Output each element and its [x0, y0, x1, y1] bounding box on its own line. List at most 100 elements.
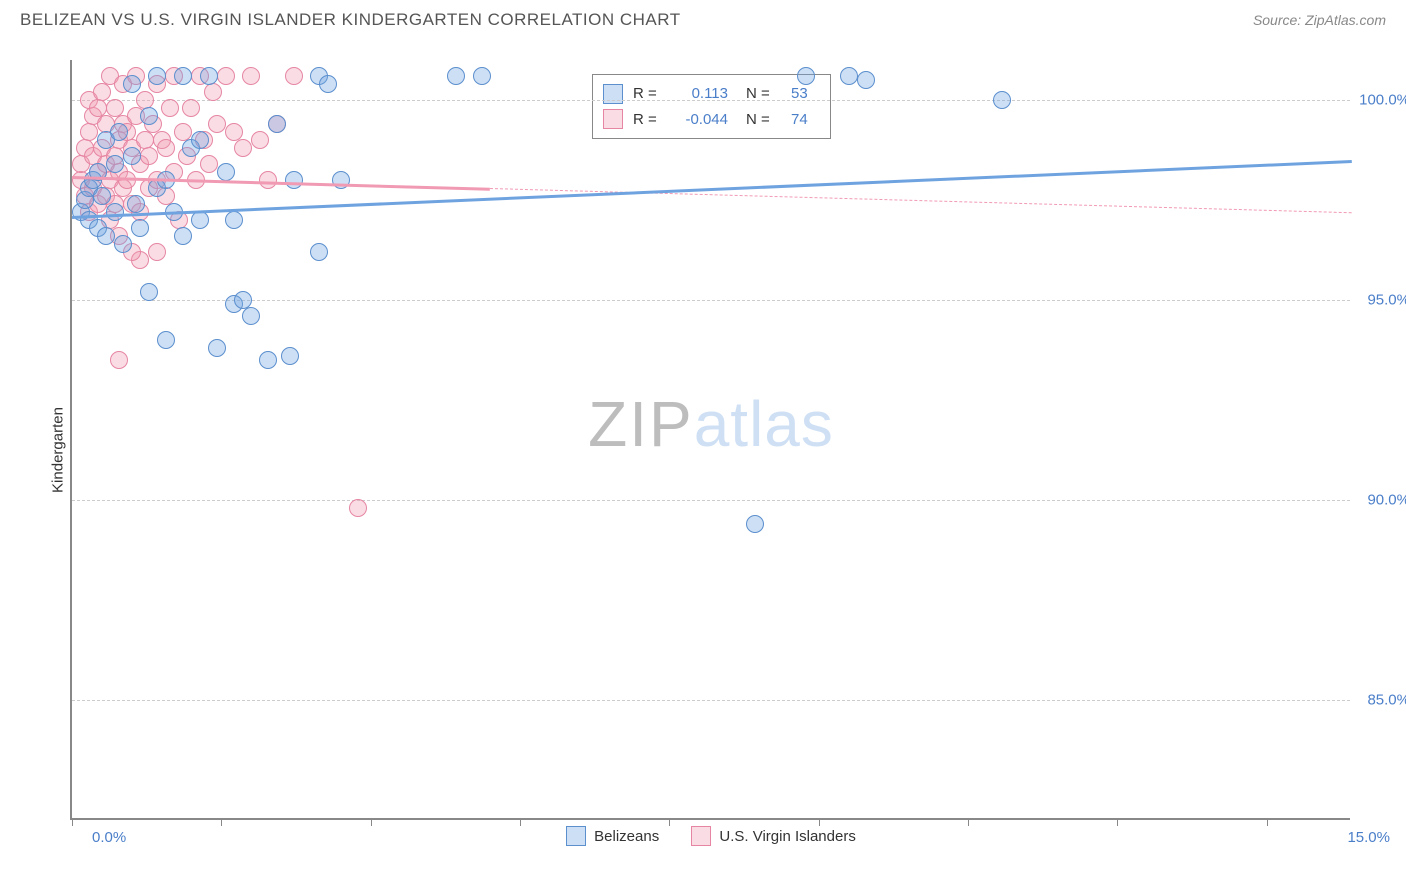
blue-point [259, 351, 277, 369]
correlation-legend: R = 0.113 N = 53 R = -0.044 N = 74 [592, 74, 831, 139]
legend-label-blue: Belizeans [594, 828, 659, 845]
source-attribution: Source: ZipAtlas.com [1253, 12, 1386, 28]
r-label: R = [633, 107, 663, 133]
blue-point [191, 131, 209, 149]
blue-trend-line [72, 160, 1352, 218]
chart-container: Kindergarten ZIPatlas R = 0.113 N = 53 R… [50, 50, 1390, 850]
x-tick [1117, 818, 1118, 826]
pink-point [204, 83, 222, 101]
swatch-blue-icon [566, 826, 586, 846]
blue-point [447, 67, 465, 85]
x-tick [520, 818, 521, 826]
blue-point [857, 71, 875, 89]
pink-point [80, 123, 98, 141]
x-tick [669, 818, 670, 826]
blue-point [217, 163, 235, 181]
pink-point [285, 67, 303, 85]
blue-point [797, 67, 815, 85]
pink-point [140, 147, 158, 165]
correlation-row-pink: R = -0.044 N = 74 [603, 107, 816, 133]
gridline [72, 500, 1350, 501]
x-tick [371, 818, 372, 826]
pink-point [208, 115, 226, 133]
pink-point [259, 171, 277, 189]
pink-point [161, 99, 179, 117]
blue-point [473, 67, 491, 85]
watermark-atlas: atlas [694, 388, 834, 460]
x-tick [221, 818, 222, 826]
y-tick-label: 100.0% [1359, 92, 1406, 109]
blue-point [110, 123, 128, 141]
blue-point [281, 347, 299, 365]
blue-point [310, 243, 328, 261]
x-tick [819, 818, 820, 826]
blue-point [131, 219, 149, 237]
pink-point [217, 67, 235, 85]
blue-point [840, 67, 858, 85]
blue-point [148, 67, 166, 85]
blue-point [174, 227, 192, 245]
pink-point [234, 139, 252, 157]
pink-point [148, 243, 166, 261]
n-label: N = [746, 107, 781, 133]
series-legend: Belizeans U.S. Virgin Islanders [72, 826, 1350, 850]
pink-point [251, 131, 269, 149]
blue-point [157, 331, 175, 349]
blue-point [106, 203, 124, 221]
blue-point [319, 75, 337, 93]
blue-point [174, 67, 192, 85]
x-tick [968, 818, 969, 826]
x-axis-max-label: 15.0% [1347, 829, 1390, 846]
blue-point [127, 195, 145, 213]
r-value-pink: -0.044 [673, 107, 728, 133]
y-tick-label: 95.0% [1367, 292, 1406, 309]
gridline [72, 700, 1350, 701]
swatch-pink-icon [691, 826, 711, 846]
pink-point [110, 351, 128, 369]
blue-point [97, 227, 115, 245]
pink-point [200, 155, 218, 173]
blue-point [114, 235, 132, 253]
correlation-row-blue: R = 0.113 N = 53 [603, 81, 816, 107]
blue-point [746, 515, 764, 533]
r-label: R = [633, 81, 663, 107]
pink-point [182, 99, 200, 117]
gridline [72, 100, 1350, 101]
watermark: ZIPatlas [588, 387, 834, 461]
pink-point [157, 139, 175, 157]
blue-point [285, 171, 303, 189]
blue-point [200, 67, 218, 85]
blue-point [993, 91, 1011, 109]
n-value-pink: 74 [791, 107, 816, 133]
x-tick [72, 818, 73, 826]
y-tick-label: 90.0% [1367, 492, 1406, 509]
blue-point [191, 211, 209, 229]
blue-point [106, 155, 124, 173]
pink-point [242, 67, 260, 85]
n-label: N = [746, 81, 781, 107]
blue-point [123, 75, 141, 93]
r-value-blue: 0.113 [673, 81, 728, 107]
blue-point [208, 339, 226, 357]
blue-point [140, 107, 158, 125]
blue-point [268, 115, 286, 133]
blue-point [140, 283, 158, 301]
blue-point [242, 307, 260, 325]
blue-point [332, 171, 350, 189]
y-tick-label: 85.0% [1367, 692, 1406, 709]
legend-item-pink: U.S. Virgin Islanders [691, 826, 855, 846]
gridline [72, 300, 1350, 301]
blue-point [93, 187, 111, 205]
blue-point [225, 211, 243, 229]
blue-point [123, 147, 141, 165]
y-axis-label: Kindergarten [49, 407, 66, 493]
swatch-pink [603, 109, 623, 129]
watermark-zip: ZIP [588, 388, 694, 460]
header: BELIZEAN VS U.S. VIRGIN ISLANDER KINDERG… [0, 0, 1406, 38]
pink-point [93, 83, 111, 101]
legend-item-blue: Belizeans [566, 826, 659, 846]
plot-area: ZIPatlas R = 0.113 N = 53 R = -0.044 N =… [70, 60, 1350, 820]
pink-point [349, 499, 367, 517]
x-tick [1267, 818, 1268, 826]
legend-label-pink: U.S. Virgin Islanders [719, 828, 855, 845]
